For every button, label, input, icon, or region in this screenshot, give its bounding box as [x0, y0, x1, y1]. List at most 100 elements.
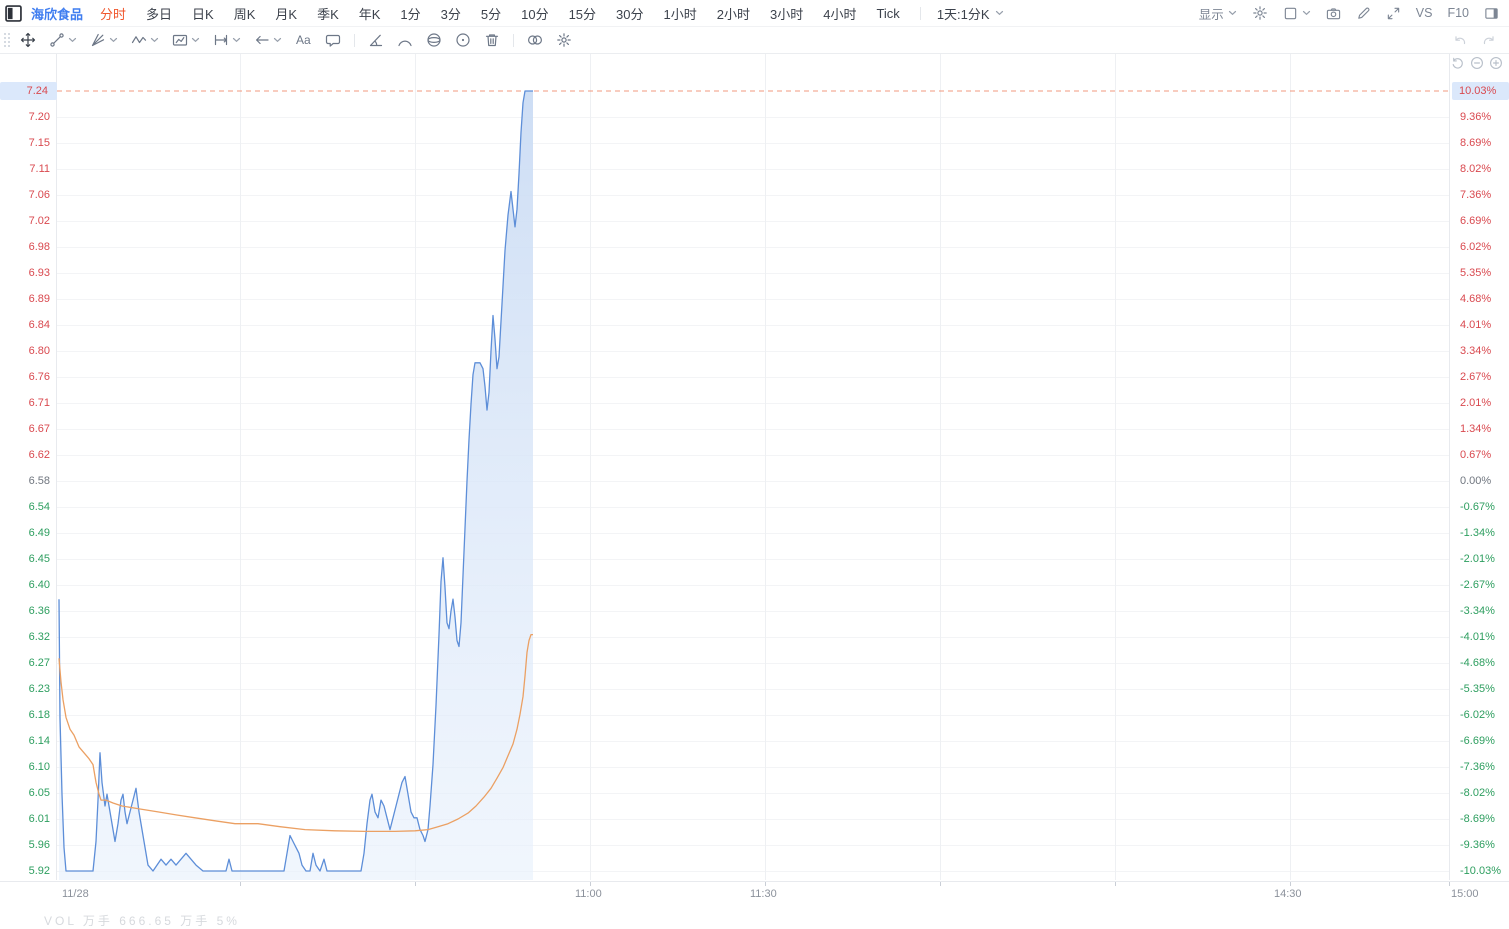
price-axis-label: 6.67: [28, 423, 50, 435]
settings-icon[interactable]: [1252, 5, 1268, 21]
tab-周K[interactable]: 周K: [233, 6, 256, 22]
arrow-tool-icon[interactable]: [254, 32, 282, 48]
price-axis-label: 7.02: [28, 215, 50, 227]
pattern-tool-icon[interactable]: [172, 32, 200, 48]
display-menu-label: 显示: [1198, 7, 1224, 22]
price-axis-label: 6.36: [28, 605, 50, 617]
chart-zoom-controls: [1451, 56, 1503, 70]
price-axis-label: 7.11: [29, 163, 50, 175]
price-axis-label: 6.40: [28, 579, 50, 591]
kline-period-label: 1天:1分K: [936, 6, 990, 22]
overlap-circles-icon[interactable]: [527, 32, 543, 48]
price-axis-label: 6.01: [28, 813, 50, 825]
percent-axis-label: -4.68%: [1460, 657, 1495, 669]
percent-axis-label: -7.36%: [1460, 761, 1495, 773]
toolbar-divider: [513, 33, 514, 47]
tab-4小时[interactable]: 4小时: [823, 6, 857, 22]
annotate-icon[interactable]: [1356, 6, 1371, 21]
percent-axis-label: -10.03%: [1460, 865, 1501, 877]
layout-selector-icon[interactable]: [1283, 6, 1311, 21]
arc-tool-icon[interactable]: [397, 32, 413, 48]
pitchfork-tool-icon[interactable]: [90, 32, 118, 48]
settings-icon: [1252, 5, 1268, 21]
toolbar-drag-handle[interactable]: [3, 32, 11, 48]
delete-drawings-icon: [484, 32, 500, 48]
right-panel-toggle-icon[interactable]: [1484, 6, 1499, 21]
tab-月K[interactable]: 月K: [275, 6, 298, 22]
toolbar-divider: [354, 33, 355, 47]
zoom-in-icon[interactable]: [1489, 56, 1503, 70]
display-menu[interactable]: 显示: [1199, 4, 1237, 23]
comment-tool-icon[interactable]: [325, 32, 341, 48]
sphere-tool-icon: [426, 32, 442, 48]
tab-15分[interactable]: 15分: [568, 6, 597, 22]
percent-axis-label: -0.67%: [1460, 501, 1495, 513]
window-layout-icon[interactable]: [5, 4, 22, 22]
tab-2小时[interactable]: 2小时: [716, 6, 750, 22]
percent-axis-label: -4.01%: [1460, 631, 1495, 643]
price-axis-label: 6.89: [28, 293, 50, 305]
fullscreen-icon[interactable]: [1386, 6, 1401, 21]
pan-tool-icon[interactable]: [20, 32, 36, 48]
undo-icon[interactable]: [1452, 32, 1468, 48]
tab-日K[interactable]: 日K: [192, 6, 214, 22]
tab-5分[interactable]: 5分: [480, 6, 502, 22]
percent-axis-label: 2.01%: [1460, 397, 1492, 409]
tab-分时[interactable]: 分时: [100, 6, 127, 22]
chevron-down-icon: [150, 37, 159, 43]
price-axis-label: 6.80: [28, 345, 50, 357]
kline-period-selector[interactable]: 1天:1分K: [937, 4, 1004, 23]
percent-axis-label: 5.35%: [1460, 267, 1492, 279]
redo-icon[interactable]: [1481, 32, 1497, 48]
header-right-actions: 显示 VS F10: [1199, 4, 1499, 23]
tab-Tick[interactable]: Tick: [876, 5, 900, 21]
sphere-tool-icon[interactable]: [426, 32, 442, 48]
screenshot-icon[interactable]: [1326, 6, 1341, 21]
tab-3分[interactable]: 3分: [440, 6, 461, 22]
percent-axis-label: -6.02%: [1460, 709, 1495, 721]
chevron-down-icon: [191, 37, 200, 43]
angle-tool-icon[interactable]: [368, 32, 384, 48]
comment-tool-icon: [325, 32, 341, 48]
vs-compare-button[interactable]: VS: [1416, 6, 1433, 20]
zoom-out-icon[interactable]: [1470, 56, 1484, 70]
pitchfork-tool-icon: [90, 32, 106, 48]
price-axis-label: 6.76: [28, 371, 50, 383]
percent-axis-label: 4.68%: [1460, 293, 1492, 305]
f10-info-button[interactable]: F10: [1447, 6, 1469, 20]
time-axis-label: 11:00: [575, 888, 602, 900]
overlap-circles-icon: [527, 32, 543, 48]
delete-drawings-icon[interactable]: [484, 32, 500, 48]
trendline-tool-icon[interactable]: [49, 32, 77, 48]
price-axis-label: 6.49: [28, 527, 50, 539]
avg_price-line: [58, 633, 533, 833]
price-axis-label: 6.62: [28, 449, 50, 461]
percent-axis-label: 6.02%: [1460, 241, 1492, 253]
stock-symbol[interactable]: 海欣食品: [31, 6, 84, 22]
reset-view-icon[interactable]: [1451, 56, 1465, 70]
undo-redo-group: [1452, 32, 1497, 48]
price-axis-label: 5.92: [28, 865, 50, 877]
tab-1小时[interactable]: 1小时: [663, 6, 697, 22]
chevron-down-icon: [109, 37, 118, 43]
tab-10分[interactable]: 10分: [521, 6, 549, 22]
price-axis-label: 6.23: [28, 683, 50, 695]
measure-tool-icon[interactable]: [213, 32, 241, 48]
text-tool-icon[interactable]: Aa: [295, 32, 312, 48]
tab-季K[interactable]: 季K: [317, 6, 339, 22]
chevron-down-icon: [1228, 10, 1237, 16]
tab-30分[interactable]: 30分: [616, 6, 644, 22]
percent-axis-label: -8.02%: [1460, 787, 1495, 799]
price-area-fill: [59, 91, 533, 880]
tab-年K[interactable]: 年K: [358, 6, 381, 22]
chevron-down-icon: [68, 37, 77, 43]
tab-1分[interactable]: 1分: [400, 6, 421, 22]
tab-多日[interactable]: 多日: [146, 6, 173, 22]
circle-marker-tool-icon[interactable]: [455, 32, 471, 48]
f10-info-button-label: F10: [1447, 6, 1469, 20]
wave-tool-icon[interactable]: [131, 32, 159, 48]
drawing-settings-icon[interactable]: [556, 32, 572, 48]
price-axis-label: 5.96: [28, 839, 50, 851]
tab-3小时[interactable]: 3小时: [769, 6, 804, 22]
